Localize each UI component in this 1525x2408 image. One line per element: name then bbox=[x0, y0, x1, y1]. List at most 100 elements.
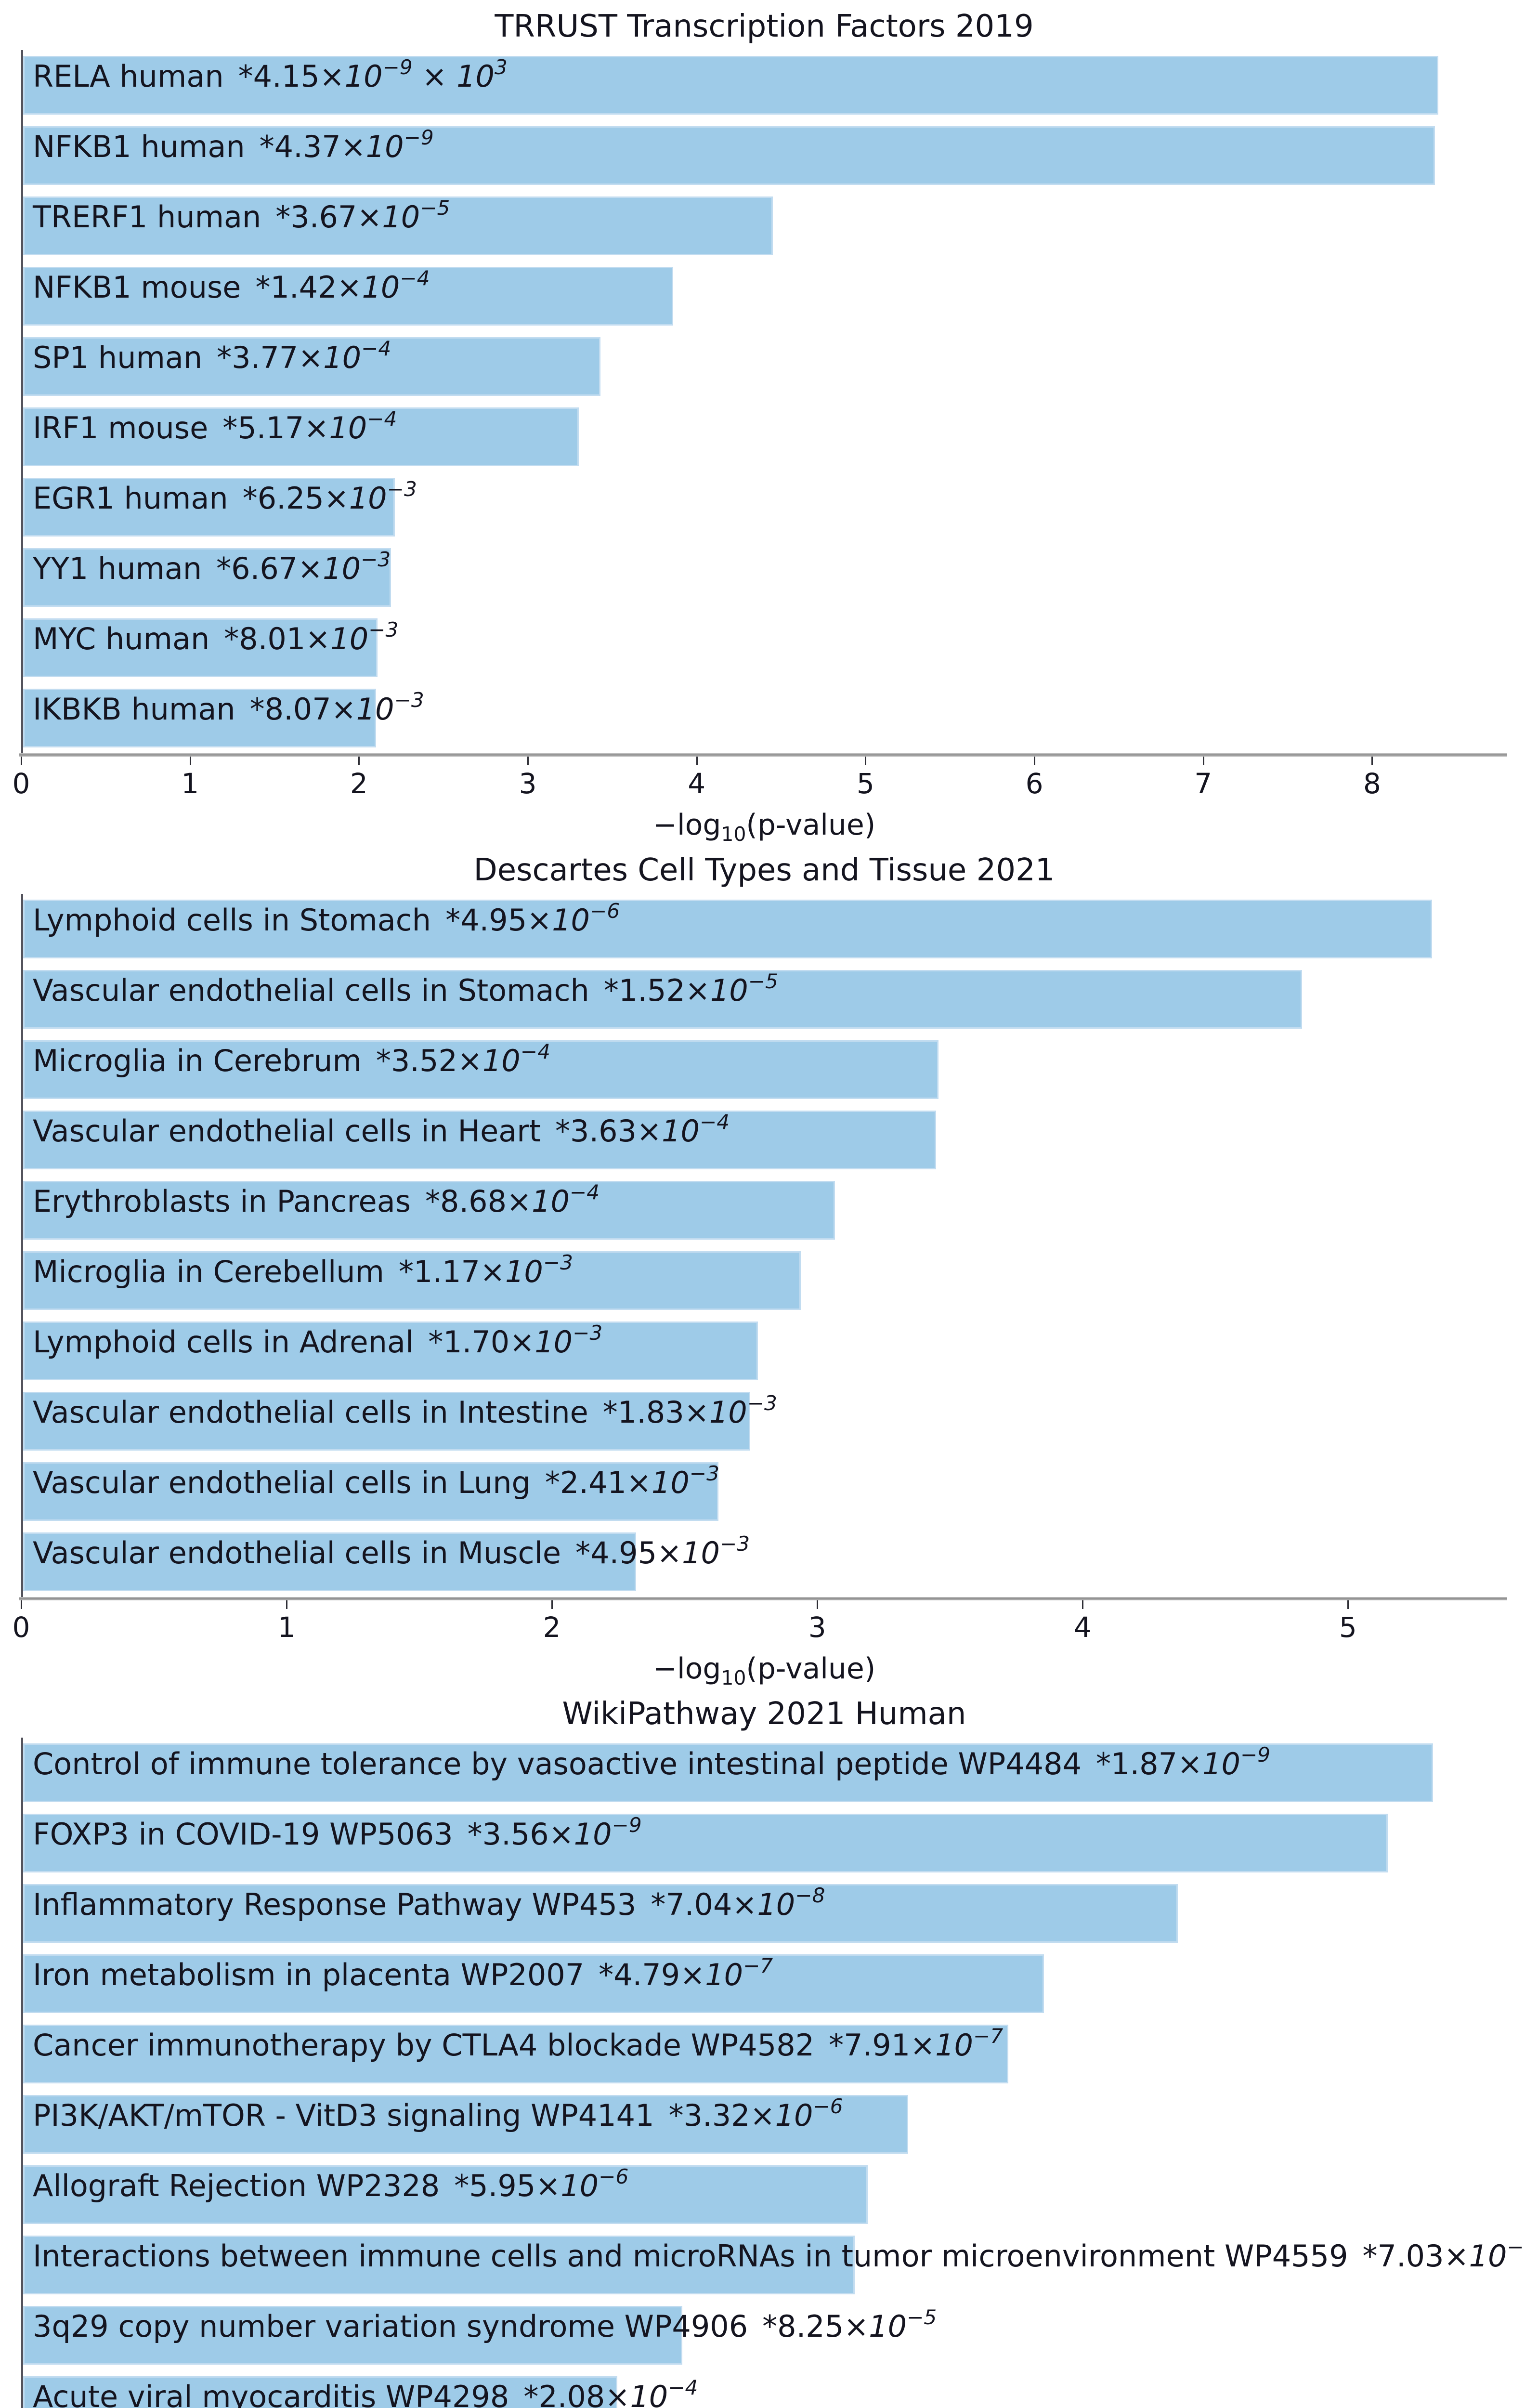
bar-label: Erythroblasts in Pancreas *8.68×10−4 bbox=[33, 1180, 600, 1219]
bar bbox=[23, 1111, 936, 1169]
bar-label: PI3K/AKT/mTOR - VitD3 signaling WP4141 *3… bbox=[33, 2094, 843, 2133]
bar-row: FOXP3 in COVID-19 WP5063 *3.56×10−9 bbox=[23, 1808, 1509, 1878]
bar-row: TRERF1 human *3.67×10−5 bbox=[23, 191, 1509, 261]
x-tick-mark bbox=[1371, 757, 1373, 765]
bar-row: Allograft Rejection WP2328 *5.95×10−6 bbox=[23, 2159, 1509, 2230]
bar-label: YY1 human *6.67×10−3 bbox=[33, 548, 391, 586]
chart-trrust-transcription-factors: TRRUST Transcription Factors 2019 RELA h… bbox=[0, 0, 1525, 844]
x-tick-mark bbox=[1202, 757, 1204, 765]
bar-row: NFKB1 mouse *1.42×10−4 bbox=[23, 261, 1509, 331]
x-axis: −log10(p-value) 0 1 2 3 4 5 6 7 8 bbox=[13, 753, 1507, 851]
bar bbox=[23, 267, 674, 326]
x-tick-label: 0 bbox=[12, 767, 30, 800]
bar-label: MYC human *8.01×10−3 bbox=[33, 618, 399, 656]
bar bbox=[23, 2306, 682, 2365]
x-tick-mark bbox=[1347, 1600, 1349, 1609]
bar-row: Microglia in Cerebellum *1.17×10−3 bbox=[23, 1245, 1509, 1316]
x-tick-label: 3 bbox=[519, 767, 537, 800]
bar bbox=[23, 618, 378, 677]
bar-label: Lymphoid cells in Stomach *4.95×10−6 bbox=[33, 899, 620, 938]
plot-area: Lymphoid cells in Stomach *4.95×10−6 Vascu… bbox=[21, 894, 1509, 1597]
x-tick-label: 4 bbox=[688, 767, 706, 800]
bar bbox=[23, 1532, 636, 1591]
bar-label: NFKB1 mouse *1.42×10−4 bbox=[33, 266, 430, 305]
x-axis-label: −log10(p-value) bbox=[652, 808, 876, 846]
x-tick-label: 7 bbox=[1194, 767, 1212, 800]
bar-row: Lymphoid cells in Adrenal *1.70×10−3 bbox=[23, 1316, 1509, 1386]
x-axis-label: −log10(p-value) bbox=[652, 1652, 876, 1689]
bar-label: 3q29 copy number variation syndrome WP49… bbox=[33, 2305, 937, 2344]
bar bbox=[23, 196, 773, 255]
x-tick-mark bbox=[21, 1600, 22, 1609]
bar bbox=[23, 1743, 1434, 1802]
bar-row: Acute viral myocarditis WP4298 *2.08×10−4 bbox=[23, 2370, 1509, 2408]
bar-row: 3q29 copy number variation syndrome WP49… bbox=[23, 2300, 1509, 2370]
bar bbox=[23, 548, 391, 607]
bar bbox=[23, 337, 601, 396]
bar-label: IRF1 mouse *5.17×10−4 bbox=[33, 407, 397, 445]
x-tick-label: 5 bbox=[856, 767, 874, 800]
bar-label: NFKB1 human *4.37×10−9 bbox=[33, 126, 434, 164]
x-tick-label: 6 bbox=[1025, 767, 1043, 800]
x-tick-mark bbox=[865, 757, 867, 765]
x-tick-mark bbox=[696, 757, 698, 765]
bar-row: Erythroblasts in Pancreas *8.68×10−4 bbox=[23, 1175, 1509, 1245]
x-tick-mark bbox=[527, 757, 529, 765]
chart-wikipathway-human: WikiPathway 2021 Human Control of immune… bbox=[0, 1688, 1525, 2408]
chart-title: Descartes Cell Types and Tissue 2021 bbox=[473, 852, 1055, 888]
bar-label: Control of immune tolerance by vasoactiv… bbox=[33, 1743, 1271, 1781]
bar bbox=[23, 2165, 868, 2224]
plot-area: RELA human *4.15×10−9 × 103 NFKB1 human *4.… bbox=[21, 50, 1509, 753]
x-tick-label: 8 bbox=[1363, 767, 1381, 800]
bar-label: EGR1 human *6.25×10−3 bbox=[33, 477, 417, 516]
bar bbox=[23, 900, 1433, 958]
x-tick-label: 3 bbox=[808, 1611, 826, 1644]
bar bbox=[23, 689, 376, 747]
bar-row: Iron metabolism in placenta WP2007 *4.79×… bbox=[23, 1949, 1509, 2019]
x-tick-label: 2 bbox=[350, 767, 368, 800]
bar-label: RELA human *4.15×10−9 × 103 bbox=[33, 55, 508, 94]
bar bbox=[23, 478, 395, 537]
bar-label: Cancer immunotherapy by CTLA4 blockade W… bbox=[33, 2024, 1004, 2063]
bar-row: Vascular endothelial cells in Heart *3.63… bbox=[23, 1105, 1509, 1175]
bar-label: IKBKB human *8.07×10−3 bbox=[33, 688, 424, 727]
bar-label: Iron metabolism in placenta WP2007 *4.79×… bbox=[33, 1954, 773, 1992]
bar bbox=[23, 2376, 618, 2408]
bar-row: Interactions between immune cells and mi… bbox=[23, 2230, 1525, 2300]
x-tick-label: 1 bbox=[181, 767, 199, 800]
bar-label: Lymphoid cells in Adrenal *1.70×10−3 bbox=[33, 1321, 603, 1360]
bar bbox=[23, 2236, 855, 2294]
bar-label: Interactions between immune cells and mi… bbox=[33, 2235, 1525, 2274]
chart-descartes-cell-types: Descartes Cell Types and Tissue 2021 Lym… bbox=[0, 844, 1525, 1688]
bar-label: SP1 human *3.77×10−4 bbox=[33, 337, 391, 375]
bar bbox=[23, 1462, 718, 1521]
chart-title: WikiPathway 2021 Human bbox=[562, 1696, 966, 1732]
bar-row: IRF1 mouse *5.17×10−4 bbox=[23, 402, 1509, 472]
bar-row: IKBKB human *8.07×10−3 bbox=[23, 683, 1509, 753]
bar bbox=[23, 1181, 835, 1240]
bar-label: Vascular endothelial cells in Lung *2.41×… bbox=[33, 1462, 719, 1500]
bar-label: Vascular endothelial cells in Muscle *4.9… bbox=[33, 1532, 750, 1570]
bar-row: SP1 human *3.77×10−4 bbox=[23, 331, 1509, 402]
x-tick-label: 0 bbox=[12, 1611, 30, 1644]
x-tick-label: 5 bbox=[1339, 1611, 1357, 1644]
bar-row: Inflammatory Response Pathway WP453 *7.04… bbox=[23, 1878, 1509, 1949]
bar-label: Microglia in Cerebellum *1.17×10−3 bbox=[33, 1251, 574, 1289]
bar-row: Vascular endothelial cells in Intestine *… bbox=[23, 1386, 1509, 1456]
bar-label: Vascular endothelial cells in Stomach *1.… bbox=[33, 969, 778, 1008]
bar-row: MYC human *8.01×10−3 bbox=[23, 613, 1509, 683]
bar bbox=[23, 1040, 939, 1099]
x-tick-mark bbox=[358, 757, 360, 765]
bar-row: Control of immune tolerance by vasoactiv… bbox=[23, 1738, 1509, 1808]
bar-row: Lymphoid cells in Stomach *4.95×10−6 bbox=[23, 894, 1509, 964]
x-tick-mark bbox=[817, 1600, 819, 1609]
bar-label: Inflammatory Response Pathway WP453 *7.04… bbox=[33, 1884, 825, 1922]
bar-row: PI3K/AKT/mTOR - VitD3 signaling WP4141 *3… bbox=[23, 2089, 1509, 2159]
bar-row: NFKB1 human *4.37×10−9 bbox=[23, 120, 1509, 191]
plot-area: Control of immune tolerance by vasoactiv… bbox=[21, 1738, 1525, 2408]
bar bbox=[23, 56, 1438, 115]
bar bbox=[23, 1251, 801, 1310]
x-tick-mark bbox=[551, 1600, 553, 1609]
bar-label: Microglia in Cerebrum *3.52×10−4 bbox=[33, 1040, 550, 1078]
